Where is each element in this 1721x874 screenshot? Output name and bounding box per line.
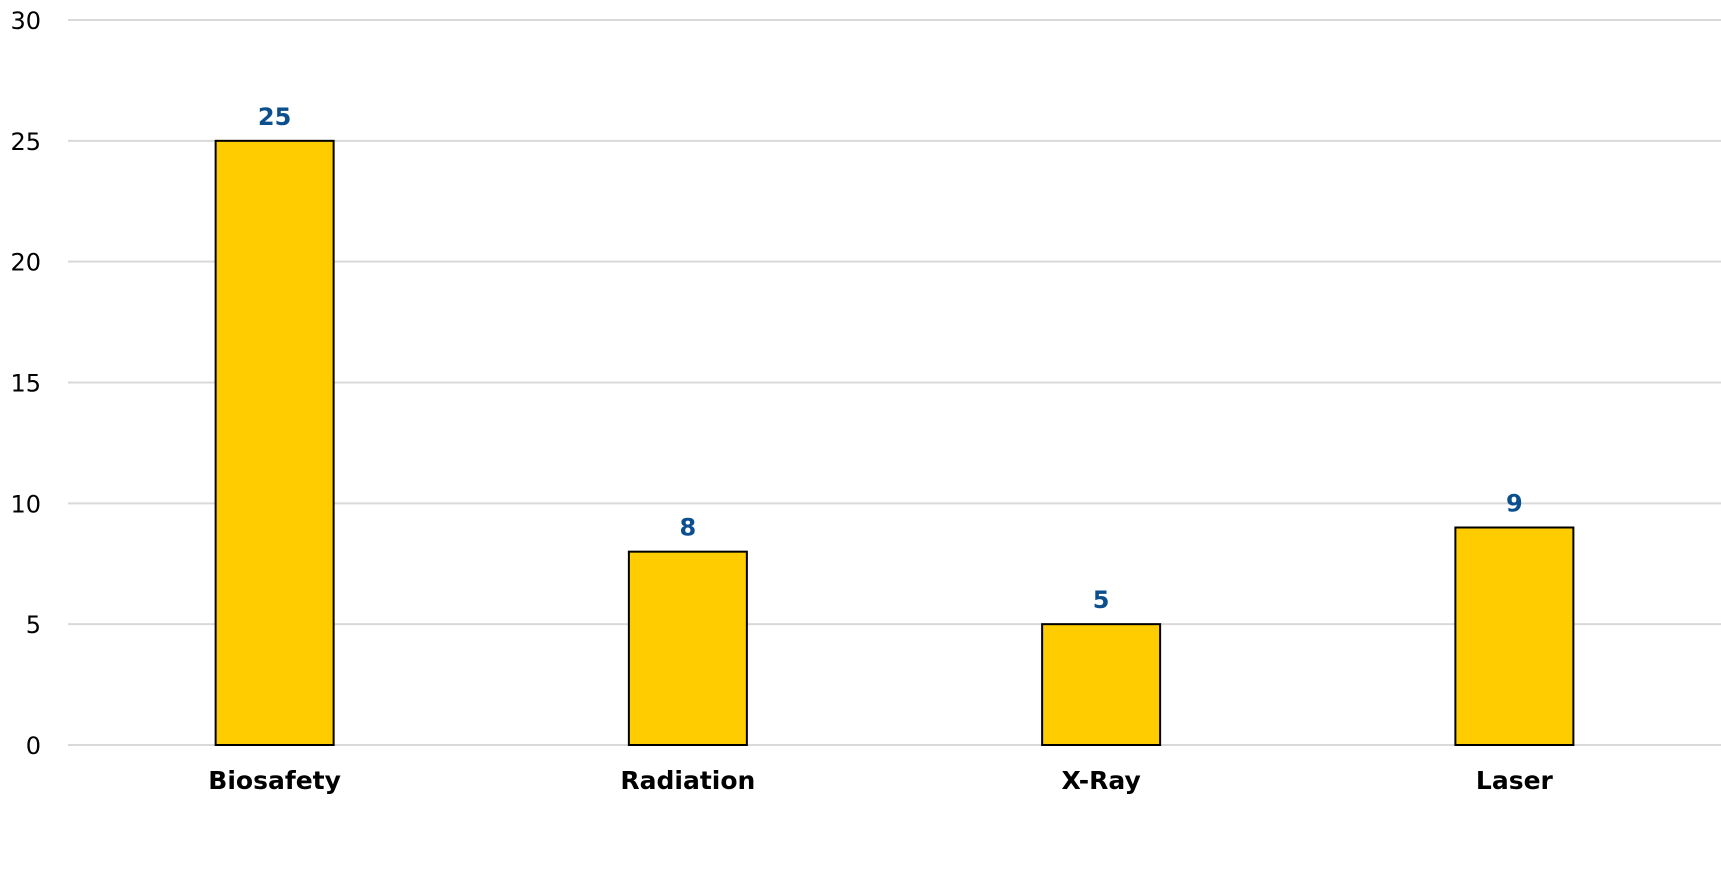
y-tick-label: 0 — [26, 732, 41, 760]
bar-biosafety — [214, 139, 335, 747]
bar-laser — [1454, 526, 1575, 746]
data-label: 8 — [680, 514, 697, 542]
x-axis-category-labels: Biosafety Radiation X-Ray Laser — [208, 766, 1553, 795]
data-label: 25 — [258, 103, 291, 131]
bar-radiation — [627, 550, 748, 747]
x-category-label: Biosafety — [208, 766, 341, 795]
x-category-label: X-Ray — [1061, 766, 1140, 795]
gridlines — [68, 19, 1721, 746]
y-axis-tick-labels: 0 5 10 15 20 25 30 — [10, 7, 41, 760]
y-tick-label: 25 — [10, 128, 41, 156]
y-tick-label: 30 — [10, 7, 41, 35]
y-tick-label: 20 — [10, 249, 41, 277]
x-category-label: Laser — [1476, 766, 1554, 795]
bars — [214, 139, 1575, 747]
bar-x-ray — [1041, 623, 1162, 747]
data-label: 5 — [1093, 586, 1110, 614]
x-category-label: Radiation — [620, 766, 755, 795]
y-tick-label: 15 — [10, 370, 41, 398]
data-label: 9 — [1506, 490, 1523, 518]
data-labels: 25 8 5 9 — [258, 103, 1523, 614]
y-tick-label: 10 — [10, 490, 41, 518]
y-tick-label: 5 — [26, 611, 41, 639]
